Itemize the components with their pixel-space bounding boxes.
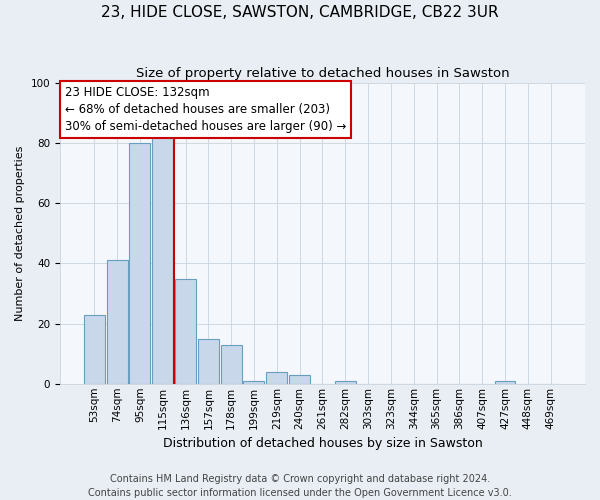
Bar [335, 381, 356, 384]
Bar [175, 278, 196, 384]
Bar [130, 143, 151, 384]
Bar [494, 381, 515, 384]
Y-axis label: Number of detached properties: Number of detached properties [15, 146, 25, 321]
Bar [152, 131, 173, 384]
Bar [289, 374, 310, 384]
Title: Size of property relative to detached houses in Sawston: Size of property relative to detached ho… [136, 68, 509, 80]
Bar [266, 372, 287, 384]
Bar [84, 314, 105, 384]
Bar [107, 260, 128, 384]
Bar [221, 344, 242, 384]
Text: 23, HIDE CLOSE, SAWSTON, CAMBRIDGE, CB22 3UR: 23, HIDE CLOSE, SAWSTON, CAMBRIDGE, CB22… [101, 5, 499, 20]
Bar [244, 381, 265, 384]
X-axis label: Distribution of detached houses by size in Sawston: Distribution of detached houses by size … [163, 437, 482, 450]
Bar [198, 338, 219, 384]
Text: 23 HIDE CLOSE: 132sqm
← 68% of detached houses are smaller (203)
30% of semi-det: 23 HIDE CLOSE: 132sqm ← 68% of detached … [65, 86, 347, 133]
Text: Contains HM Land Registry data © Crown copyright and database right 2024.
Contai: Contains HM Land Registry data © Crown c… [88, 474, 512, 498]
